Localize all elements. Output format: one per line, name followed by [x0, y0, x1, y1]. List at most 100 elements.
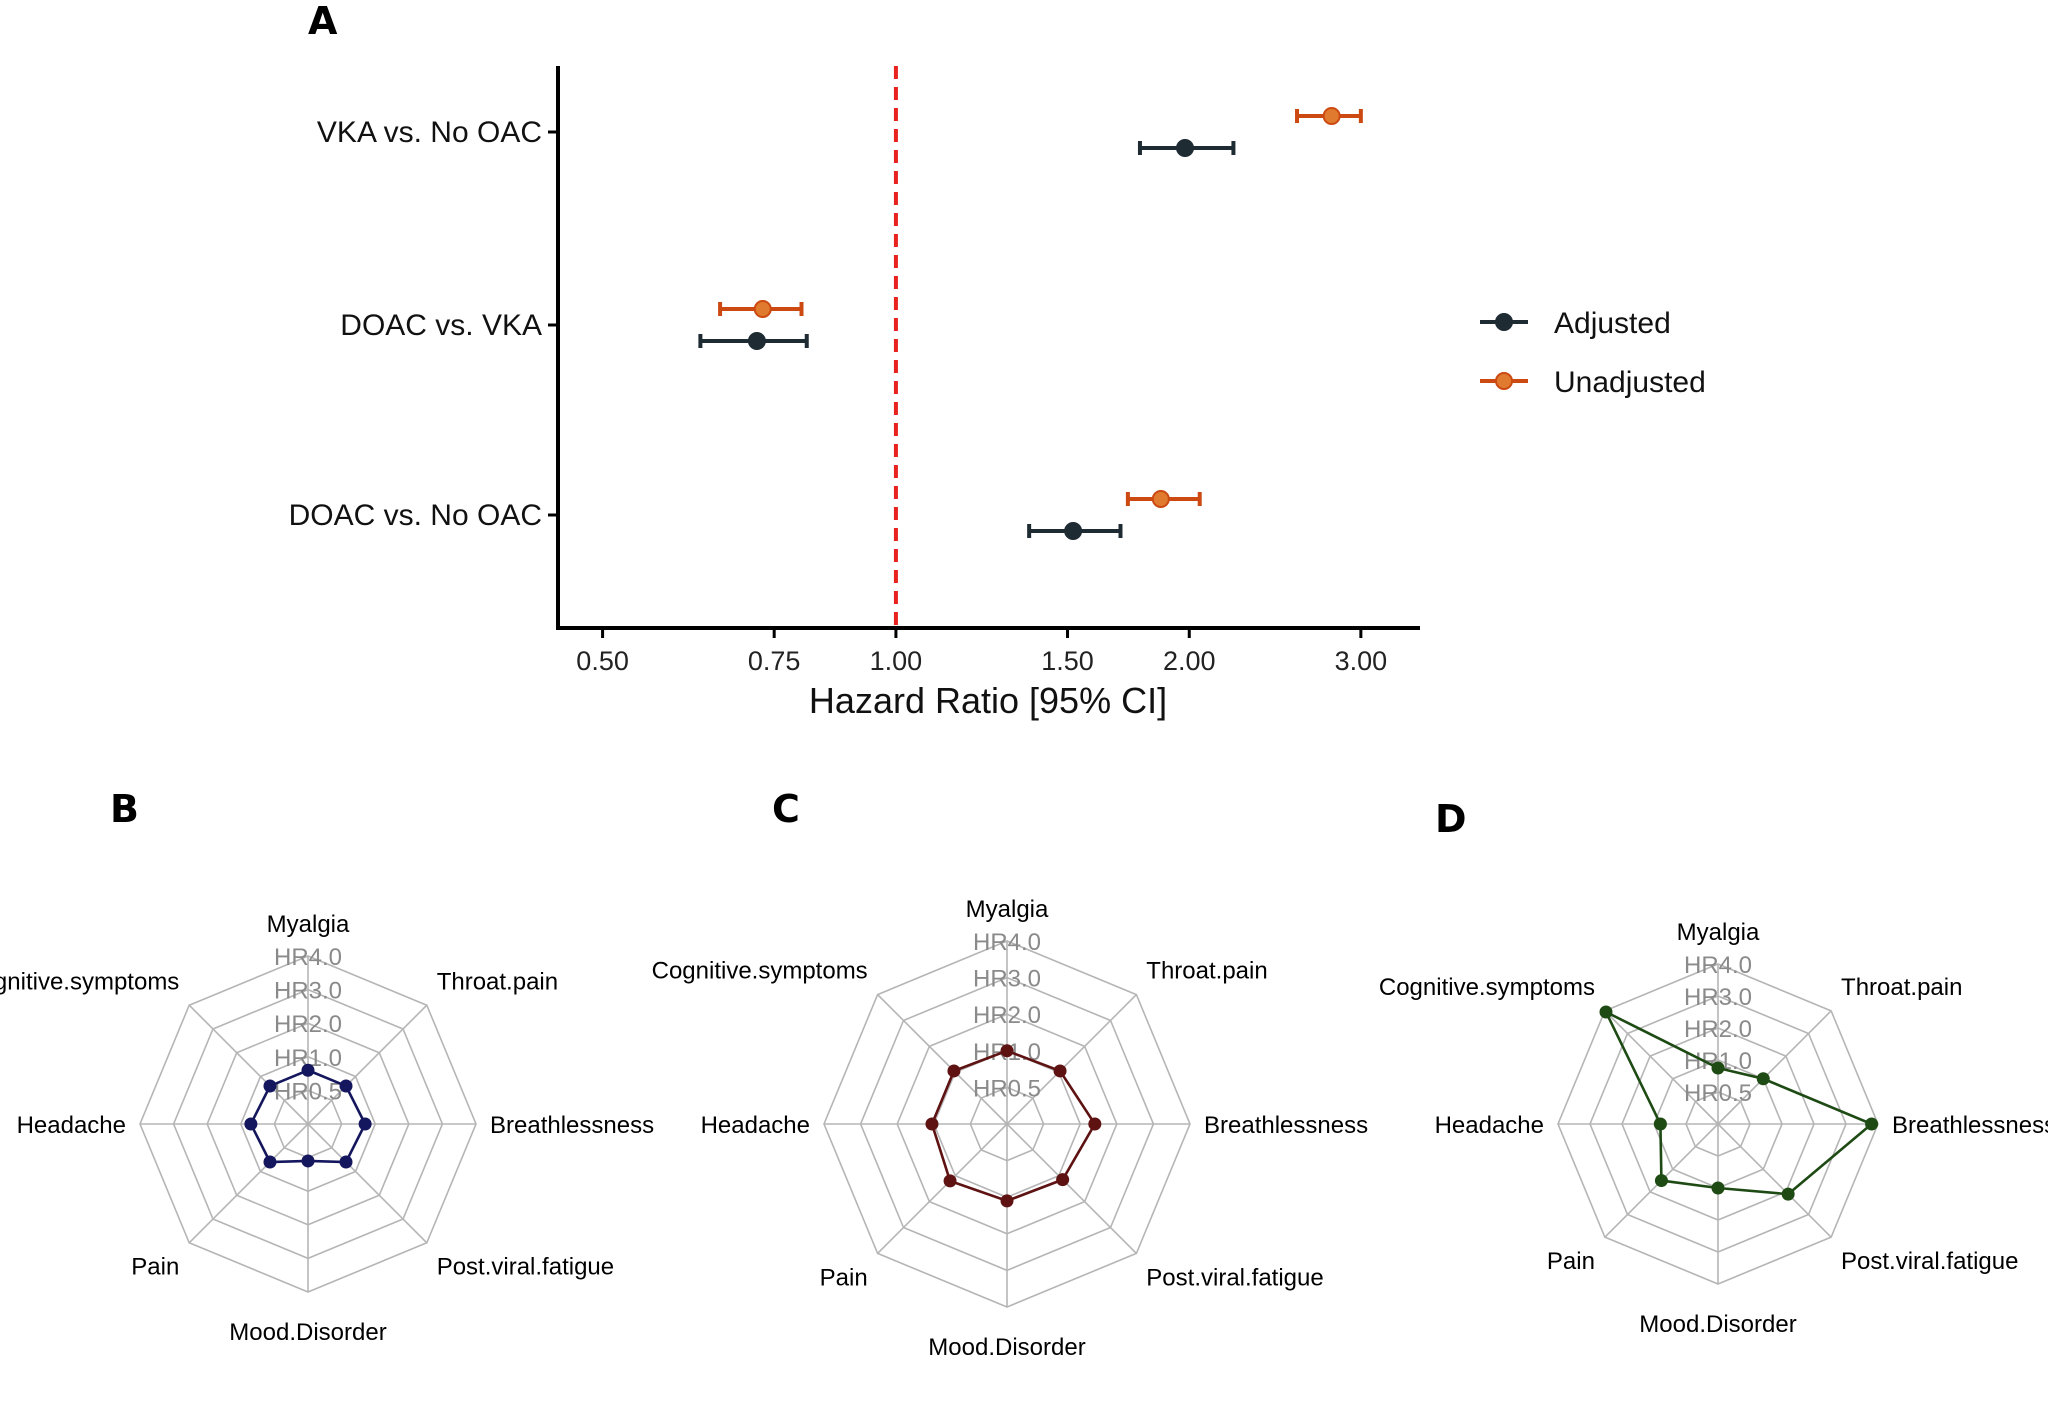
radar-axis-label-myalgia: Myalgia — [966, 896, 1049, 923]
radar-series — [925, 1044, 1102, 1208]
radar-spoke-post-viral-fatigue — [1006, 1123, 1137, 1254]
legend-marker — [1495, 372, 1513, 390]
panel-label-a: A — [308, 0, 338, 43]
x-axis-title: Hazard Ratio [95% CI] — [809, 680, 1167, 721]
radar-spoke-post-viral-fatigue — [1717, 1123, 1832, 1238]
point-group-unadjusted-doac-vs-vka — [718, 300, 804, 318]
radar-panel-b: B HR0.5HR1.0HR2.0HR3.0HR4.0MyalgiaThroat… — [0, 787, 654, 1346]
radar-spoke-cognitive-symptoms — [1604, 1010, 1719, 1125]
radar-ring-label-hr4-0: HR4.0 — [1684, 952, 1752, 979]
forest-x-tick-labels: 0.50 0.75 1.00 1.50 2.00 3.00 — [576, 628, 1387, 676]
radar-spoke-pain — [877, 1123, 1008, 1254]
forest-marks — [698, 107, 1363, 540]
radar-spoke-post-viral-fatigue — [307, 1123, 428, 1244]
point-group-unadjusted-vka-vs-no-oac — [1295, 107, 1363, 125]
point-estimate — [1322, 107, 1341, 125]
radar-axis-label-post-viral-fatigue: Post.viral.fatigue — [1841, 1248, 2018, 1275]
radar-spoke-cognitive-symptoms — [188, 1004, 309, 1125]
radar-axis-label-myalgia: Myalgia — [1677, 919, 1760, 946]
radar-spoke-cognitive-symptoms — [877, 994, 1008, 1125]
radar-axis-label-pain: Pain — [131, 1254, 179, 1281]
legend-marker — [1495, 313, 1513, 331]
radar-point-throat-pain — [339, 1079, 353, 1093]
forest-axes — [556, 66, 1420, 630]
radar-point-mood-disorder — [1711, 1181, 1725, 1195]
radar-series — [244, 1063, 372, 1169]
radar-axis-labels: Myalgia Throat.pain Breathlessness Post.vir… — [0, 911, 654, 1346]
radar-ring-label-hr3-0: HR3.0 — [274, 978, 342, 1005]
radar-point-headache — [244, 1117, 258, 1131]
legend: Adjusted Unadjusted — [1480, 307, 1706, 399]
radar-point-breathlessness — [358, 1117, 372, 1131]
radar-ring-label-hr3-0: HR3.0 — [1684, 984, 1752, 1011]
radar-point-myalgia — [301, 1063, 315, 1077]
x-tick-label-1-50: 1.50 — [1041, 646, 1094, 676]
forest-plot: A VKA vs. No OAC DOAC vs. VKA DOAC vs. No … — [289, 0, 1706, 721]
radar-axis-label-myalgia: Myalgia — [267, 911, 350, 938]
radar-axis-label-breathlessness: Breathlessness — [1204, 1112, 1368, 1139]
radar-axis-label-mood-disorder: Mood.Disorder — [1639, 1311, 1796, 1338]
point-estimate — [1151, 490, 1170, 508]
radar-point-headache — [925, 1117, 939, 1131]
point-group-unadjusted-doac-vs-no-oac — [1125, 490, 1202, 508]
legend-item-unadjusted: Unadjusted — [1480, 366, 1706, 399]
radar-point-cognitive-symptoms — [1599, 1005, 1613, 1019]
radar-spoke-throat-pain — [1006, 994, 1137, 1125]
panel-label-b: B — [110, 787, 139, 831]
radar-spoke-throat-pain — [307, 1004, 428, 1125]
radar-spoke-pain — [188, 1123, 309, 1244]
radar-point-breathlessness — [1865, 1117, 1879, 1131]
radar-axis-label-throat-pain: Throat.pain — [1841, 974, 1962, 1001]
radar-point-pain — [263, 1155, 277, 1169]
panel-label-c: C — [772, 787, 800, 831]
radar-axis-label-breathlessness: Breathlessness — [1892, 1112, 2048, 1139]
radar-point-post-viral-fatigue — [1056, 1173, 1070, 1187]
radar-point-myalgia — [1000, 1044, 1014, 1058]
radar-axis-labels: Myalgia Throat.pain Breathlessness Post.vir… — [1379, 919, 2048, 1338]
point-estimate — [753, 300, 772, 318]
radar-point-pain — [943, 1174, 957, 1188]
radar-grid — [139, 955, 477, 1293]
radar-ring-label-hr4-0: HR4.0 — [973, 929, 1041, 956]
radar-axis-label-pain: Pain — [820, 1264, 868, 1291]
radar-grid — [823, 940, 1191, 1308]
radar-ring-label-hr0-5: HR0.5 — [274, 1078, 342, 1105]
radar-grid — [1557, 963, 1879, 1285]
radar-point-mood-disorder — [301, 1154, 315, 1168]
radar-panel-d: D HR0.5HR1.0HR2.0HR3.0HR4.0MyalgiaThroat… — [1379, 797, 2048, 1338]
point-group-adjusted-doac-vs-vka — [698, 332, 809, 350]
panel-label-d: D — [1435, 797, 1467, 841]
radar-point-mood-disorder — [1000, 1194, 1014, 1208]
point-group-adjusted-doac-vs-no-oac — [1027, 522, 1123, 540]
x-tick-label-2-00: 2.00 — [1163, 646, 1216, 676]
radar-axis-label-mood-disorder: Mood.Disorder — [229, 1319, 386, 1346]
radar-point-breathlessness — [1088, 1117, 1102, 1131]
legend-label: Adjusted — [1554, 307, 1671, 340]
y-tick-label-doac-vs-vka: DOAC vs. VKA — [340, 309, 542, 342]
radar-axis-label-cognitive-symptoms: Cognitive.symptoms — [0, 968, 179, 995]
radar-ring-label-hr0-5: HR0.5 — [1684, 1080, 1752, 1107]
radar-spoke-throat-pain — [1717, 1010, 1832, 1125]
radar-point-pain — [1654, 1174, 1668, 1188]
y-tick-label-doac-vs-no-oac: DOAC vs. No OAC — [289, 499, 542, 532]
radar-axis-label-headache: Headache — [17, 1112, 126, 1139]
legend-label: Unadjusted — [1554, 366, 1706, 399]
point-estimate — [1176, 139, 1195, 157]
radar-axis-label-cognitive-symptoms: Cognitive.symptoms — [1379, 974, 1595, 1001]
radar-axis-label-post-viral-fatigue: Post.viral.fatigue — [437, 1254, 614, 1281]
radar-ring-label-hr2-0: HR2.0 — [1684, 1016, 1752, 1043]
radar-axis-label-throat-pain: Throat.pain — [437, 968, 558, 995]
radar-axis-label-post-viral-fatigue: Post.viral.fatigue — [1146, 1264, 1323, 1291]
radar-point-myalgia — [1711, 1061, 1725, 1075]
legend-item-adjusted: Adjusted — [1480, 307, 1671, 340]
radar-axis-label-throat-pain: Throat.pain — [1146, 958, 1267, 985]
radar-axis-label-headache: Headache — [1435, 1112, 1544, 1139]
point-estimate — [1064, 522, 1083, 540]
radar-point-post-viral-fatigue — [1781, 1187, 1795, 1201]
x-tick-label-0-75: 0.75 — [748, 646, 801, 676]
x-tick-label-3-00: 3.00 — [1335, 646, 1388, 676]
